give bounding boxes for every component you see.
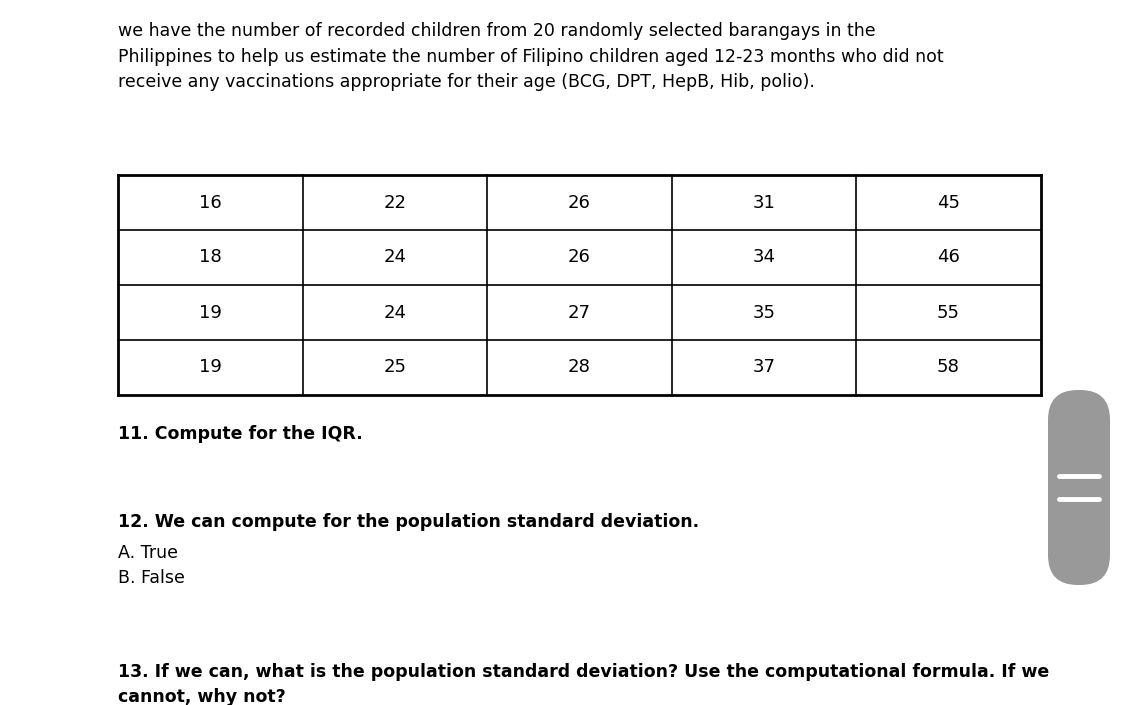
Text: 24: 24 bbox=[384, 248, 406, 266]
Text: 34: 34 bbox=[753, 248, 775, 266]
Text: 35: 35 bbox=[753, 303, 775, 321]
Text: 12. We can compute for the population standard deviation.: 12. We can compute for the population st… bbox=[118, 513, 699, 531]
Text: 45: 45 bbox=[937, 193, 960, 212]
Text: 18: 18 bbox=[199, 248, 222, 266]
Text: 28: 28 bbox=[568, 359, 591, 376]
Text: 24: 24 bbox=[384, 303, 406, 321]
Text: 26: 26 bbox=[568, 193, 591, 212]
Text: 13. If we can, what is the population standard deviation? Use the computational : 13. If we can, what is the population st… bbox=[118, 663, 1050, 705]
Text: 26: 26 bbox=[568, 248, 591, 266]
Text: we have the number of recorded children from 20 randomly selected barangays in t: we have the number of recorded children … bbox=[118, 22, 944, 92]
Text: 37: 37 bbox=[753, 359, 775, 376]
Text: 19: 19 bbox=[199, 359, 222, 376]
Text: 19: 19 bbox=[199, 303, 222, 321]
Text: 55: 55 bbox=[937, 303, 960, 321]
Text: 25: 25 bbox=[384, 359, 406, 376]
FancyBboxPatch shape bbox=[1048, 390, 1110, 585]
Text: 46: 46 bbox=[937, 248, 960, 266]
Text: 22: 22 bbox=[384, 193, 406, 212]
Text: 58: 58 bbox=[937, 359, 960, 376]
Text: 16: 16 bbox=[199, 193, 222, 212]
Text: A. True
B. False: A. True B. False bbox=[118, 544, 184, 587]
Text: 11. Compute for the IQR.: 11. Compute for the IQR. bbox=[118, 425, 362, 443]
Text: 27: 27 bbox=[568, 303, 591, 321]
Text: 31: 31 bbox=[753, 193, 775, 212]
